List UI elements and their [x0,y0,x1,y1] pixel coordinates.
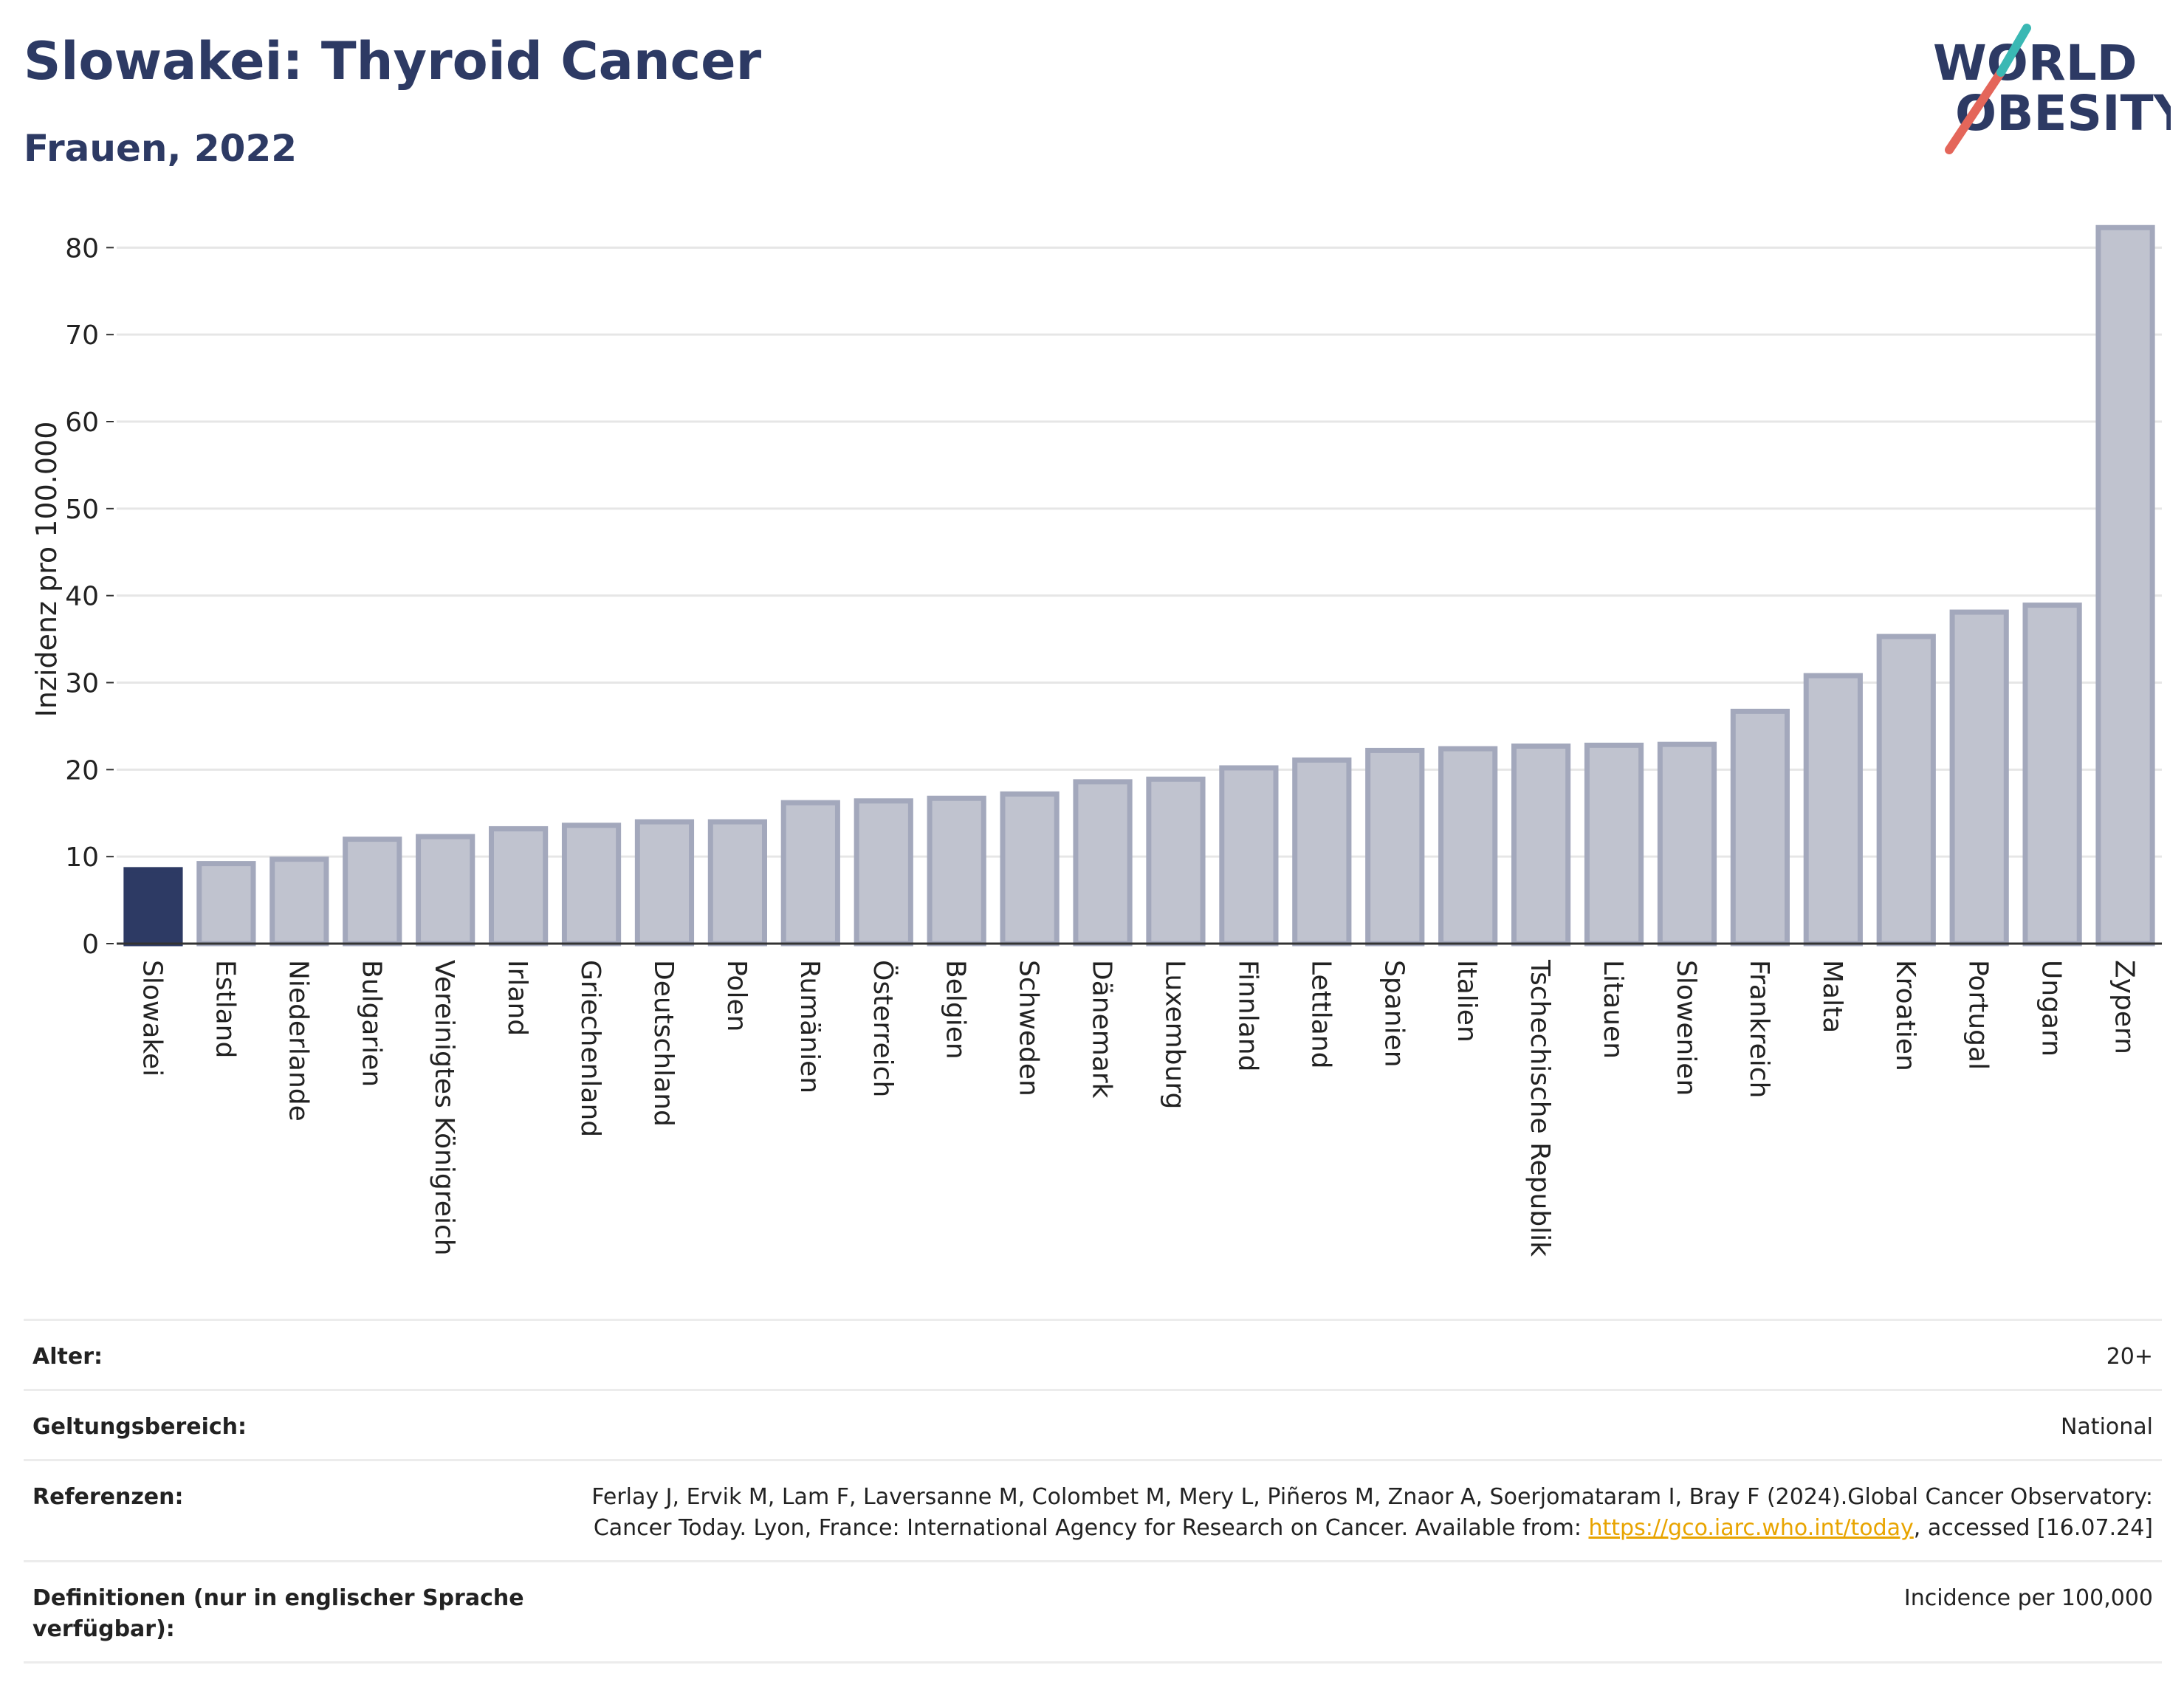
bar-Belgien [927,795,986,947]
bar-Spanien [1365,747,1425,947]
bar-Vereinigtes Königreich [416,834,475,947]
bar-Kroatien [1876,634,1936,947]
bar-Irland [489,825,549,947]
x-tick-labels: Slowakei Estland Niederlande Bulgarien Verei… [137,959,2139,1257]
references-text: Ferlay J, Ervik M, Lam F, Laversanne M, … [591,1484,2153,1541]
y-tick-label: 30 [65,669,99,699]
x-tick-label: Slowakei [137,960,167,1077]
x-tick-label: Zypern [2109,960,2140,1054]
bar-Litauen [1584,742,1644,947]
bar-Deutschland [634,819,695,947]
x-tick-label: Deutschland [648,960,679,1127]
references-label: Referenzen: [32,1484,184,1510]
bar-Frankreich [1730,708,1790,947]
references-link[interactable]: https://gco.iarc.who.int/today [1588,1515,1914,1541]
x-tick-label: Italien [1452,960,1482,1043]
x-tick-label: Frankreich [1744,960,1774,1098]
chart-subtitle: Frauen, 2022 [24,127,298,170]
x-tick-label: Vereinigtes Königreich [429,960,459,1256]
bar-Lettland [1292,757,1352,947]
y-tick-label: 80 [65,233,99,264]
references-value: Ferlay J, Ervik M, Lam F, Laversanne M, … [588,1482,2153,1544]
x-tick-label: Österreich [868,960,899,1097]
bar-chart: 0 10 20 30 40 50 60 70 80 Slowakei Estland Niederl… [30,224,2162,1257]
bar-Italien [1438,746,1498,947]
x-tick-label: Bulgarien [356,960,386,1087]
x-tick-label: Griechenland [575,960,605,1137]
bar-Rumänien [780,800,840,947]
bar-Schweden [1000,791,1060,947]
metadata-table: Alter: 20+ Geltungsbereich: National Ref… [24,1319,2162,1664]
x-tick-label: Lettland [1305,960,1336,1069]
x-tick-label: Niederlande [283,960,313,1122]
logo-slash-red [1945,68,2005,154]
bar-Finnland [1219,765,1279,947]
x-tick-label: Slowenien [1671,960,1701,1096]
bar-Malta [1803,673,1863,947]
bar-Polen [707,819,767,947]
bar-Tschechische Republik [1511,744,1571,947]
x-tick-label: Spanien [1378,960,1409,1068]
x-tick-label: Belgien [941,960,971,1060]
meta-row-scope: Geltungsbereich: National [24,1391,2162,1461]
definitions-value: Incidence per 100,000 [1903,1585,2153,1611]
x-tick-label: Rumänien [794,960,825,1094]
x-tick-label: Ungarn [2036,960,2067,1057]
bar-Portugal [1949,609,2009,947]
bar-Slowakei [123,867,183,947]
logo-word-world: WORLD [1933,35,2137,92]
y-tick-label: 40 [65,582,99,612]
x-tick-label: Finnland [1232,960,1263,1071]
meta-row-definitions: Definitionen (nur in englischer Sprache … [24,1562,2162,1664]
x-tick-label: Malta [1817,960,1847,1033]
chart-title: Slowakei: Thyroid Cancer [24,31,762,92]
bars [123,224,2155,947]
bar-Estland [196,861,256,947]
x-tick-label: Kroatien [1890,960,1920,1071]
bar-Zypern [2095,224,2155,947]
x-tick-label: Polen [721,960,752,1031]
scope-label: Geltungsbereich: [32,1414,247,1440]
logo-slash-teal [1996,24,2031,77]
x-tick-label: Portugal [1963,960,1994,1070]
references-accessed: , accessed [16.07.24] [1913,1515,2153,1541]
bar-Bulgarien [343,837,402,947]
world-obesity-logo: WORLD OBESITY [1933,24,2171,154]
scope-value: National [2060,1414,2153,1440]
meta-row-references: Referenzen: Ferlay J, Ervik M, Lam F, La… [24,1461,2162,1562]
bar-Slowenien [1657,741,1717,947]
age-label: Alter: [32,1344,103,1370]
bar-Griechenland [561,823,622,947]
y-tick-label: 10 [65,842,99,873]
age-value: 20+ [2106,1344,2153,1370]
y-tick-labels: 0 10 20 30 40 50 60 70 80 [65,233,114,960]
y-tick-label: 70 [65,320,99,351]
x-tick-label: Estland [210,960,240,1058]
y-tick-label: 0 [82,930,99,960]
bar-Luxemburg [1146,776,1206,947]
y-tick-label: 60 [65,408,99,438]
x-tick-label: Irland [502,960,532,1036]
y-tick-label: 20 [65,755,99,786]
bar-Österreich [854,798,913,947]
definitions-label: Definitionen (nur in englischer Sprache … [32,1585,524,1642]
bar-Niederlande [269,856,329,947]
y-tick-label: 50 [65,495,99,525]
x-tick-label: Schweden [1014,960,1044,1096]
meta-row-age: Alter: 20+ [24,1321,2162,1391]
x-tick-label: Dänemark [1087,960,1117,1099]
y-axis-label: Inzidenz pro 100.000 [30,422,63,718]
x-tick-label: Luxemburg [1159,960,1189,1109]
x-tick-label: Tschechische Republik [1525,959,1555,1257]
x-tick-label: Litauen [1598,960,1628,1059]
bar-Dänemark [1073,779,1133,947]
bar-Ungarn [2022,602,2082,947]
